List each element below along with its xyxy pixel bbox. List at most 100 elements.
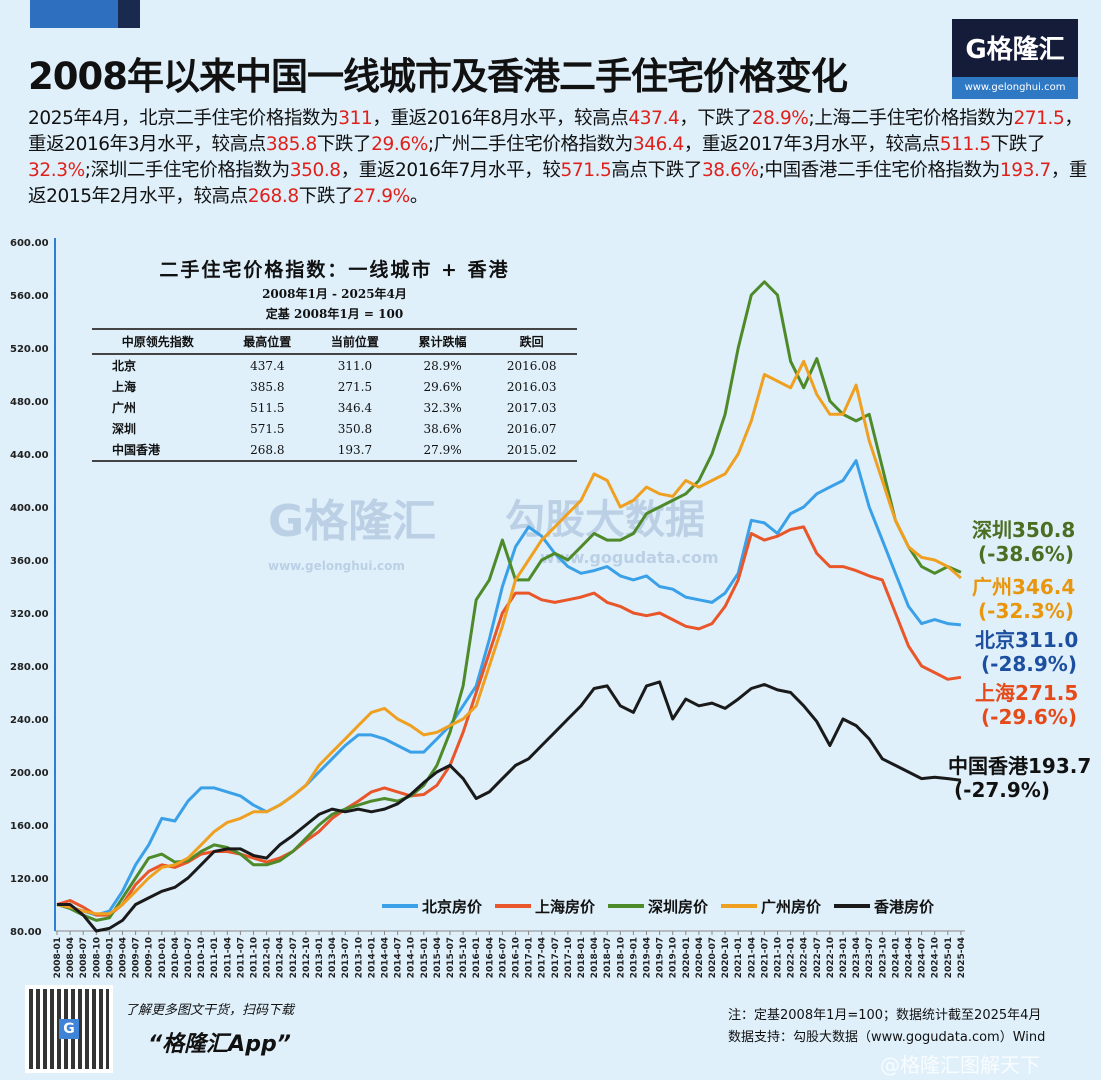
gelonghui-logo: G格隆汇 www.gelonghui.com <box>952 19 1078 99</box>
x-tick-label: 2023-10 <box>878 937 888 978</box>
x-tick-label: 2025-04 <box>957 937 967 978</box>
summary-segment: 高点下跌了 <box>611 160 702 181</box>
x-tick-label: 2014-07 <box>394 937 404 978</box>
highlight-value: 271.5 <box>1013 108 1065 129</box>
table-header: 当前位置 <box>311 329 399 355</box>
summary-segment: ;广州二手住宅价格指数为 <box>427 134 633 155</box>
legend-label: 北京房价 <box>422 898 483 916</box>
end-label-value: 上海271.5 <box>975 681 1079 705</box>
table-header: 跌回 <box>486 329 577 355</box>
highlight-value: 385.8 <box>265 134 317 155</box>
legend-label: 上海房价 <box>535 898 596 916</box>
y-tick-label: 600.00 <box>10 238 49 249</box>
summary-segment: ，重返2016年7月水平，较 <box>340 160 561 181</box>
x-tick-label: 2020-04 <box>695 937 705 978</box>
x-tick-label: 2008-10 <box>92 937 102 978</box>
y-tick-label: 200.00 <box>10 768 49 779</box>
end-label-change: (-32.3%) <box>978 599 1074 623</box>
end-label: 上海271.5 (-29.6%) <box>975 681 1078 729</box>
x-tick-label: 2018-01 <box>577 937 587 978</box>
page-title: 2008年以来中国一线城市及香港二手住宅价格变化 <box>28 55 848 98</box>
summary-segment: ，重返2017年3月水平，较高点 <box>683 134 940 155</box>
x-tick-label: 2021-04 <box>747 937 757 978</box>
x-tick-label: 2021-10 <box>774 937 784 978</box>
highlight-value: 511.5 <box>939 134 991 155</box>
app-name: “格隆汇App” <box>148 1032 291 1057</box>
x-tick-label: 2018-10 <box>616 937 626 978</box>
x-tick-label: 2008-04 <box>66 937 76 978</box>
x-tick-label: 2014-10 <box>407 937 417 978</box>
x-tick-label: 2009-07 <box>132 937 142 978</box>
x-tick-label: 2017-04 <box>538 937 548 978</box>
summary-segment: 下跌了 <box>990 134 1046 155</box>
table-row: 上海 385.8 271.5 29.6% 2016.03 <box>92 376 577 397</box>
x-tick-label: 2016-07 <box>498 937 508 978</box>
summary-segment: 下跌了 <box>298 186 354 207</box>
logo-url: www.gelonghui.com <box>952 77 1078 99</box>
summary-text: 2025年4月，北京二手住宅价格指数为311，重返2016年8月水平，较高点43… <box>28 106 1094 210</box>
x-tick-label: 2011-01 <box>210 937 220 978</box>
summary-segment: 下跌了 <box>316 134 372 155</box>
highlight-value: 437.4 <box>628 108 680 129</box>
promo-text: 了解更多图文干货，扫码下载 <box>125 1003 295 1018</box>
inset-subtitle-base: 定基 2008年1月 = 100 <box>265 307 404 321</box>
highlight-value: 346.4 <box>632 134 684 155</box>
x-tick-label: 2020-10 <box>721 937 731 978</box>
x-tick-label: 2009-10 <box>145 937 155 978</box>
x-tick-label: 2011-04 <box>223 937 233 978</box>
table-cell: 中国香港 <box>112 443 161 457</box>
highlight-value: 27.9% <box>353 186 410 207</box>
qr-code[interactable]: G <box>25 985 113 1073</box>
table-cell: 271.5 <box>337 379 373 394</box>
x-tick-label: 2022-01 <box>787 937 797 978</box>
highlight-value: 38.6% <box>701 160 759 181</box>
y-tick-label: 440.00 <box>10 450 49 461</box>
data-source: 数据支持：勾股大数据（www.gogudata.com）Wind <box>728 1030 1046 1045</box>
x-tick-label: 2019-10 <box>669 937 679 978</box>
x-tick-label: 2019-04 <box>643 937 653 978</box>
x-tick-label: 2012-07 <box>289 937 299 978</box>
table-cell: 27.9% <box>423 442 462 457</box>
table-cell: 571.5 <box>250 421 285 436</box>
x-tick-label: 2011-10 <box>250 937 260 978</box>
x-tick-label: 2012-10 <box>302 937 312 978</box>
x-tick-label: 2017-07 <box>551 937 561 978</box>
x-tick-label: 2024-04 <box>905 937 915 978</box>
summary-segment: ;深圳二手住宅价格指数为 <box>84 160 290 181</box>
qr-badge: G <box>59 1019 79 1039</box>
table-cell: 28.9% <box>423 358 462 373</box>
watermark-logo: G格隆汇 <box>268 496 437 547</box>
table-row: 深圳 571.5 350.8 38.6% 2016.07 <box>92 418 577 439</box>
x-tick-label: 2023-04 <box>852 937 862 978</box>
x-tick-label: 2022-10 <box>826 937 836 978</box>
highlight-value: 29.6% <box>371 134 428 155</box>
x-tick-label: 2009-04 <box>119 937 129 978</box>
summary-segment: ，重返2016年8月水平，较高点 <box>372 108 629 129</box>
x-tick-label: 2017-10 <box>564 937 574 978</box>
x-tick-label: 2020-01 <box>682 937 692 978</box>
footnote: 注：定基2008年1月=100；数据统计截至2025年4月 <box>728 1008 1042 1023</box>
x-tick-label: 2023-01 <box>839 937 849 978</box>
logo-name: G格隆汇 <box>965 35 1065 65</box>
x-tick-label: 2014-01 <box>367 937 377 978</box>
x-tick-label: 2018-04 <box>590 937 600 978</box>
end-label-change: (-28.9%) <box>981 652 1077 676</box>
x-tick-label: 2025-01 <box>944 937 954 978</box>
x-tick-label: 2010-10 <box>197 937 207 978</box>
watermark-url2: www.gogudata.com <box>540 548 719 567</box>
highlight-value: 350.8 <box>289 160 341 181</box>
x-tick-label: 2024-10 <box>931 937 941 978</box>
table-header: 最高位置 <box>223 329 312 355</box>
y-tick-label: 520.00 <box>10 344 49 355</box>
highlight-value: 268.8 <box>247 186 299 207</box>
series-line-5 <box>57 680 962 933</box>
x-tick-label: 2022-04 <box>800 937 810 978</box>
legend-label: 深圳房价 <box>648 898 709 916</box>
x-tick-label: 2010-07 <box>184 937 194 978</box>
summary-segment: ;上海二手住宅价格指数为 <box>808 108 1014 129</box>
y-tick-label: 320.00 <box>10 609 49 620</box>
highlight-value: 311 <box>338 108 373 129</box>
y-tick-label: 280.00 <box>10 662 49 673</box>
end-label-change: (-29.6%) <box>981 705 1077 729</box>
y-tick-label: 400.00 <box>10 503 49 514</box>
